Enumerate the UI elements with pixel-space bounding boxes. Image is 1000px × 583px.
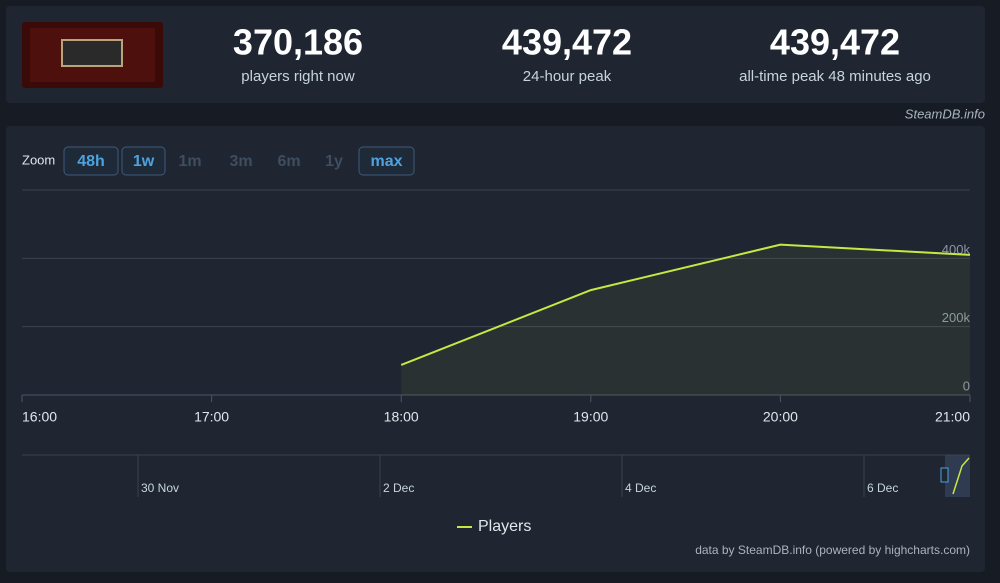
zoom-button-label[interactable]: 6m [277,153,300,170]
stat-label: players right now [241,68,355,85]
stat-value: 370,186 [233,22,363,63]
header-panel [6,6,985,103]
zoom-label: Zoom [22,152,55,167]
zoom-button[interactable] [358,146,415,176]
navigator-handle[interactable] [940,455,970,497]
chart-panel [6,126,985,572]
x-tick-label: 20:00 [763,409,798,425]
game-logo [22,22,163,88]
zoom-button[interactable] [63,146,119,176]
zoom-button-label[interactable]: 3m [229,153,252,170]
stat-value: 439,472 [770,22,900,63]
navigator-label: 30 Nov [141,481,179,495]
x-tick-label: 19:00 [573,409,608,425]
zoom-button-label[interactable]: 48h [77,153,105,170]
navigator-label: 2 Dec [383,481,414,495]
x-tick-label: 17:00 [194,409,229,425]
zoom-button-label[interactable]: 1w [133,153,155,170]
navigator-label: 6 Dec [867,481,898,495]
zoom-button-label[interactable]: max [370,153,402,170]
credits[interactable]: data by SteamDB.info (powered by highcha… [695,543,970,557]
y-tick-label: 200k [942,310,971,325]
area [401,244,970,395]
legend-label[interactable]: Players [478,518,531,535]
stat-label: 24-hour peak [523,68,612,85]
x-tick-label: 16:00 [22,409,57,425]
x-tick-label: 21:00 [935,409,970,425]
series-line [400,243,971,366]
x-tick-label: 18:00 [384,409,419,425]
source-link[interactable]: SteamDB.info [905,106,985,121]
y-tick-label: 0 [963,378,970,393]
zoom-button[interactable] [121,146,166,176]
stat-label: all-time peak 48 minutes ago [739,68,931,85]
navigator-label: 4 Dec [625,481,656,495]
stat-value: 439,472 [502,22,632,63]
zoom-button-label[interactable]: 1m [178,153,201,170]
zoom-button-label[interactable]: 1y [325,153,343,170]
